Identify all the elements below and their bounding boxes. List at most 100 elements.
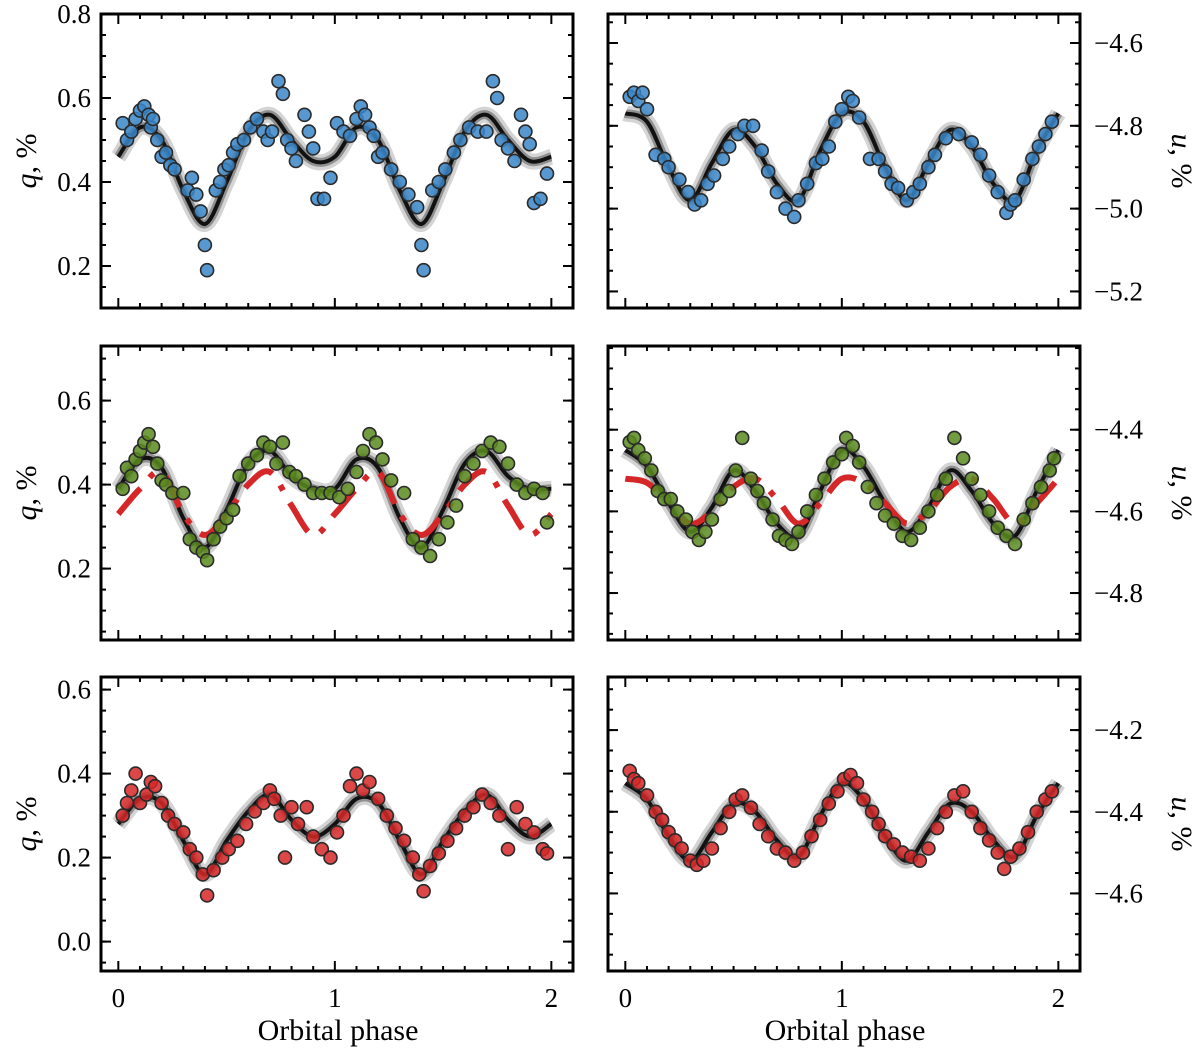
data-point (405, 531, 421, 547)
data-point (721, 139, 737, 154)
data-point (150, 456, 165, 471)
data-point (509, 477, 525, 492)
y-tick-label: 0.2 (57, 251, 91, 281)
y-tick-label: −5.2 (1094, 276, 1143, 306)
data-point (466, 799, 481, 815)
data-point (277, 850, 293, 865)
data-point (269, 456, 284, 471)
data-point (275, 86, 291, 102)
data-point (1016, 512, 1032, 527)
data-point (808, 487, 824, 503)
data-point (492, 439, 507, 455)
data-point (834, 101, 850, 117)
data-point (1020, 824, 1036, 840)
data-point (522, 136, 538, 152)
data-point (301, 124, 317, 139)
panel-q-red: 0.0 0.2 0.4 0.6 0 1 2 q, % (10, 675, 575, 1013)
data-point (947, 430, 962, 446)
data-point (973, 820, 988, 836)
data-point (680, 184, 696, 200)
data-point (817, 471, 832, 487)
data-point (964, 804, 980, 820)
data-point (275, 435, 291, 450)
data-point (663, 491, 679, 507)
data-point (851, 110, 867, 125)
y-tick-label: 0.4 (57, 167, 91, 197)
data-point (812, 812, 828, 828)
y-axis-unit: , % (10, 797, 43, 837)
data-point (750, 483, 765, 499)
data-point (886, 837, 902, 852)
data-point (938, 130, 954, 146)
data-point (176, 485, 191, 501)
data-point (431, 846, 447, 861)
data-point (305, 829, 321, 844)
data-point (743, 800, 759, 816)
data-point (500, 841, 516, 857)
data-point (635, 85, 650, 100)
data-point (799, 504, 815, 519)
x-tick-label: 1 (835, 983, 849, 1013)
data-point (877, 164, 893, 179)
data-point (266, 791, 282, 807)
data-point (288, 153, 304, 169)
data-point (851, 455, 867, 470)
data-point (639, 101, 655, 117)
data-point (290, 816, 306, 832)
axes-frame (99, 344, 575, 642)
data-point (693, 193, 709, 208)
panel-q-blue: 0.2 0.4 0.6 0.8 q, % (10, 0, 575, 310)
y-tick-label: 0.6 (57, 386, 91, 416)
data-point (453, 132, 468, 148)
data-point (1003, 849, 1019, 865)
axes-frame (606, 344, 1082, 642)
y-tick-label: −4.8 (1094, 111, 1143, 141)
y-tick-label: −4.6 (1094, 496, 1143, 526)
data-point (539, 846, 555, 861)
data-point (715, 151, 731, 167)
plot-area (622, 85, 1066, 225)
data-point (221, 841, 236, 857)
data-point (225, 502, 241, 518)
data-point (176, 825, 191, 840)
data-point (440, 833, 455, 849)
alt-model-curve (624, 474, 1061, 527)
data-point (221, 157, 236, 173)
data-point (323, 170, 338, 186)
y-tick-label: −4.8 (1094, 578, 1143, 608)
data-point (704, 841, 720, 856)
data-point (457, 468, 473, 484)
data-point (533, 191, 548, 207)
data-point (154, 795, 169, 811)
data-point (240, 456, 256, 471)
y-tick-label: 0.0 (57, 927, 91, 957)
data-point (1029, 804, 1044, 820)
data-point (457, 808, 473, 823)
y-axis-symbol: u (1165, 134, 1198, 149)
data-point (145, 439, 161, 455)
data-point (827, 114, 843, 129)
data-point (996, 861, 1012, 877)
data-point (981, 504, 997, 519)
data-point (349, 464, 364, 480)
axes-frame (99, 675, 575, 973)
data-point (336, 808, 351, 823)
data-point (814, 151, 830, 167)
y-axis-symbol: q (10, 506, 43, 521)
data-point (1046, 450, 1062, 466)
data-point (765, 512, 780, 527)
data-point (964, 135, 980, 150)
data-point (128, 766, 143, 781)
model-curve (116, 112, 552, 226)
data-point (695, 853, 711, 869)
data-point (784, 536, 800, 552)
data-point (474, 787, 490, 802)
data-point (284, 141, 299, 156)
data-point (821, 139, 837, 154)
y-axis-symbol: u (1165, 466, 1198, 481)
data-point (526, 825, 542, 840)
y-axis-symbol: q (10, 174, 43, 189)
data-point (189, 850, 204, 865)
alt-model-curve (116, 468, 554, 539)
data-point (422, 858, 438, 874)
